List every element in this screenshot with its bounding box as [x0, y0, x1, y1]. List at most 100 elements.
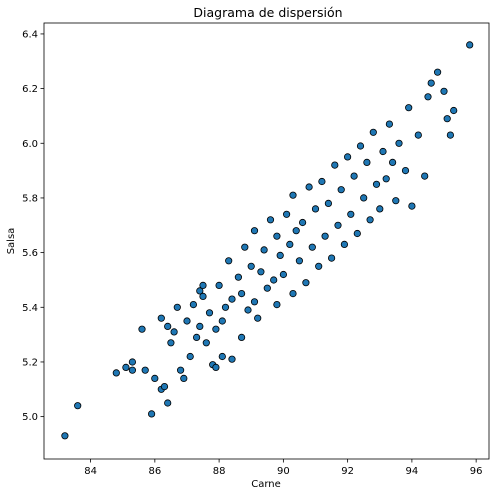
- data-point: [157, 314, 165, 322]
- data-point: [279, 270, 287, 279]
- data-point: [321, 232, 329, 240]
- y-tick-label: 5.0: [22, 412, 38, 423]
- data-point: [334, 221, 342, 229]
- data-point: [273, 300, 281, 309]
- y-tick-label: 5.8: [22, 193, 38, 204]
- data-point: [379, 147, 387, 156]
- data-point: [421, 172, 429, 180]
- data-point: [202, 339, 210, 347]
- data-point: [443, 115, 451, 123]
- data-point: [295, 257, 303, 265]
- data-point: [273, 232, 281, 240]
- data-point: [340, 240, 348, 248]
- data-point: [405, 104, 413, 112]
- data-point: [263, 284, 271, 292]
- data-point: [173, 303, 181, 311]
- data-point: [228, 295, 236, 303]
- data-point: [164, 399, 172, 407]
- data-point: [164, 322, 172, 330]
- data-point: [241, 243, 249, 251]
- data-point: [289, 289, 297, 298]
- data-point: [221, 303, 230, 311]
- data-point: [138, 325, 146, 333]
- x-tick-label: 88: [213, 466, 226, 477]
- data-point: [128, 366, 136, 374]
- data-point: [225, 257, 233, 265]
- data-point: [61, 432, 69, 440]
- x-axis: 84 86 88 90 92 94 96: [84, 459, 483, 477]
- data-point: [369, 128, 377, 136]
- data-point: [350, 172, 358, 180]
- data-point: [196, 322, 204, 330]
- data-point: [408, 202, 416, 210]
- data-point: [327, 254, 336, 262]
- data-point: [347, 210, 355, 218]
- data-point: [292, 227, 300, 235]
- data-point: [196, 287, 204, 295]
- x-tick-label: 94: [406, 466, 419, 477]
- data-point: [260, 246, 268, 254]
- plot-frame: [43, 22, 490, 460]
- data-point: [401, 167, 410, 175]
- y-tick-label: 6.2: [22, 84, 38, 95]
- data-point: [148, 410, 156, 418]
- data-point: [180, 374, 188, 382]
- data-point: [122, 363, 130, 371]
- data-point: [298, 218, 307, 227]
- data-point: [170, 328, 178, 336]
- data-point: [205, 309, 214, 317]
- plot-area: [61, 41, 474, 440]
- data-point: [315, 262, 323, 270]
- y-tick-label: 6.4: [22, 29, 38, 40]
- data-point: [189, 300, 197, 309]
- data-point: [167, 339, 175, 347]
- data-point: [427, 79, 435, 87]
- data-point: [238, 289, 246, 298]
- data-point: [466, 41, 474, 49]
- data-point: [376, 205, 384, 213]
- data-point: [238, 333, 246, 341]
- data-point: [450, 106, 458, 115]
- data-point: [266, 216, 275, 224]
- data-point: [247, 262, 255, 270]
- data-point: [385, 120, 393, 128]
- data-point: [353, 229, 361, 238]
- data-point: [392, 197, 400, 205]
- data-point: [343, 153, 352, 161]
- data-point: [302, 279, 310, 287]
- data-point: [112, 369, 120, 377]
- data-point: [186, 352, 194, 361]
- y-tick-label: 5.6: [22, 248, 38, 259]
- data-point: [228, 355, 236, 363]
- data-point: [270, 276, 278, 284]
- data-point: [128, 358, 136, 366]
- data-point: [337, 186, 345, 194]
- data-point: [257, 268, 265, 276]
- data-point: [74, 402, 82, 410]
- data-point: [360, 194, 368, 202]
- x-tick-label: 92: [341, 466, 354, 477]
- y-axis: 5.0 5.2 5.4 5.6 5.8 6.0 6.2 6.4: [22, 29, 44, 423]
- data-point: [446, 131, 454, 139]
- data-point: [177, 366, 185, 374]
- data-point: [212, 363, 220, 371]
- data-point: [199, 292, 207, 300]
- data-point: [372, 180, 381, 188]
- data-point: [160, 382, 169, 391]
- data-point: [282, 210, 291, 218]
- data-point: [151, 374, 159, 382]
- data-point: [141, 366, 149, 374]
- data-point: [289, 191, 297, 199]
- x-tick-label: 90: [277, 466, 290, 477]
- data-point: [234, 273, 242, 281]
- data-point: [199, 281, 207, 289]
- data-point: [276, 251, 284, 259]
- data-point: [356, 142, 365, 150]
- y-tick-label: 5.2: [22, 357, 38, 368]
- data-point: [244, 306, 252, 314]
- data-point: [324, 199, 332, 207]
- data-point: [250, 298, 259, 306]
- data-point: [215, 281, 223, 289]
- data-point: [433, 68, 442, 76]
